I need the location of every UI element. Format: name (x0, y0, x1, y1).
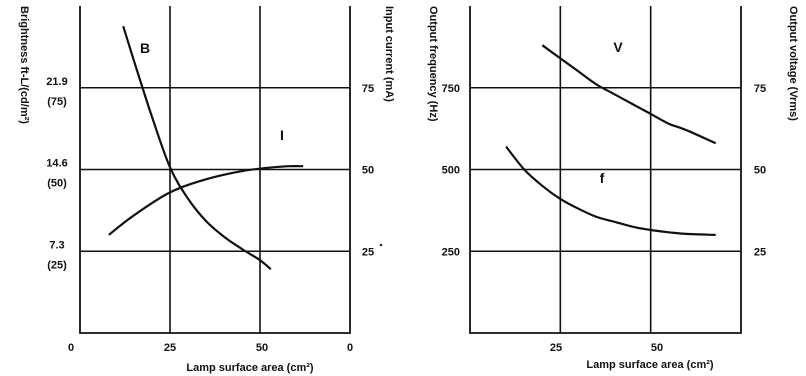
series-label-V: V (613, 39, 623, 55)
left-tick-sublabel: (50) (47, 178, 67, 190)
right-tick-label: 75 (754, 83, 766, 95)
left-tick-sublabel: (75) (47, 96, 67, 108)
left-tick-label: 14.6 (46, 158, 67, 170)
x-tick-label: 0 (68, 342, 74, 354)
right-tick-label: 50 (754, 165, 766, 177)
left-tick-label: 250 (442, 246, 460, 258)
x-tick-label: 25 (550, 342, 562, 354)
left-axis-label: Output frequency (Hz) (427, 6, 439, 122)
right-tick-label: 75 (362, 83, 374, 95)
left-tick-label: 21.9 (46, 76, 67, 88)
chart-brightness-current: 0 25 50 0 Lamp surface area (cm²) 7.3 (25) 14.6… (18, 6, 395, 374)
left-tick-label: 500 (442, 165, 460, 177)
chart-frequency-voltage: 25 50 Lamp surface area (cm²) 250 500 750 25 50… (427, 6, 799, 371)
left-tick-label: 7.3 (49, 239, 64, 251)
series-label-f: f (600, 170, 605, 186)
series-line-I (108, 165, 304, 236)
left-axis-label: Brightness ft-L/(cd/m²) (18, 6, 30, 124)
series-line-V (541, 44, 717, 145)
x-tick-label: 50 (256, 342, 268, 354)
series-label-B: B (140, 40, 150, 56)
right-axis-label: Input current (mA) (383, 6, 395, 102)
series-line-B (122, 25, 272, 271)
right-tick-label: 25 (362, 246, 374, 258)
left-tick-sublabel: (25) (47, 259, 67, 271)
series-line-f (505, 145, 716, 236)
x-tick-label: 0 (347, 342, 353, 354)
scan-speck (379, 243, 383, 247)
series-label-I: I (280, 127, 284, 143)
right-tick-label: 25 (754, 246, 766, 258)
x-tick-label: 50 (651, 342, 663, 354)
right-tick-label: 50 (362, 165, 374, 177)
right-axis-label: Output voltage (Vrms) (787, 6, 799, 121)
x-axis-label: Lamp surface area (cm²) (186, 362, 313, 374)
x-tick-label: 25 (164, 342, 176, 354)
x-axis-label: Lamp surface area (cm²) (586, 359, 713, 371)
left-tick-label: 750 (442, 83, 460, 95)
